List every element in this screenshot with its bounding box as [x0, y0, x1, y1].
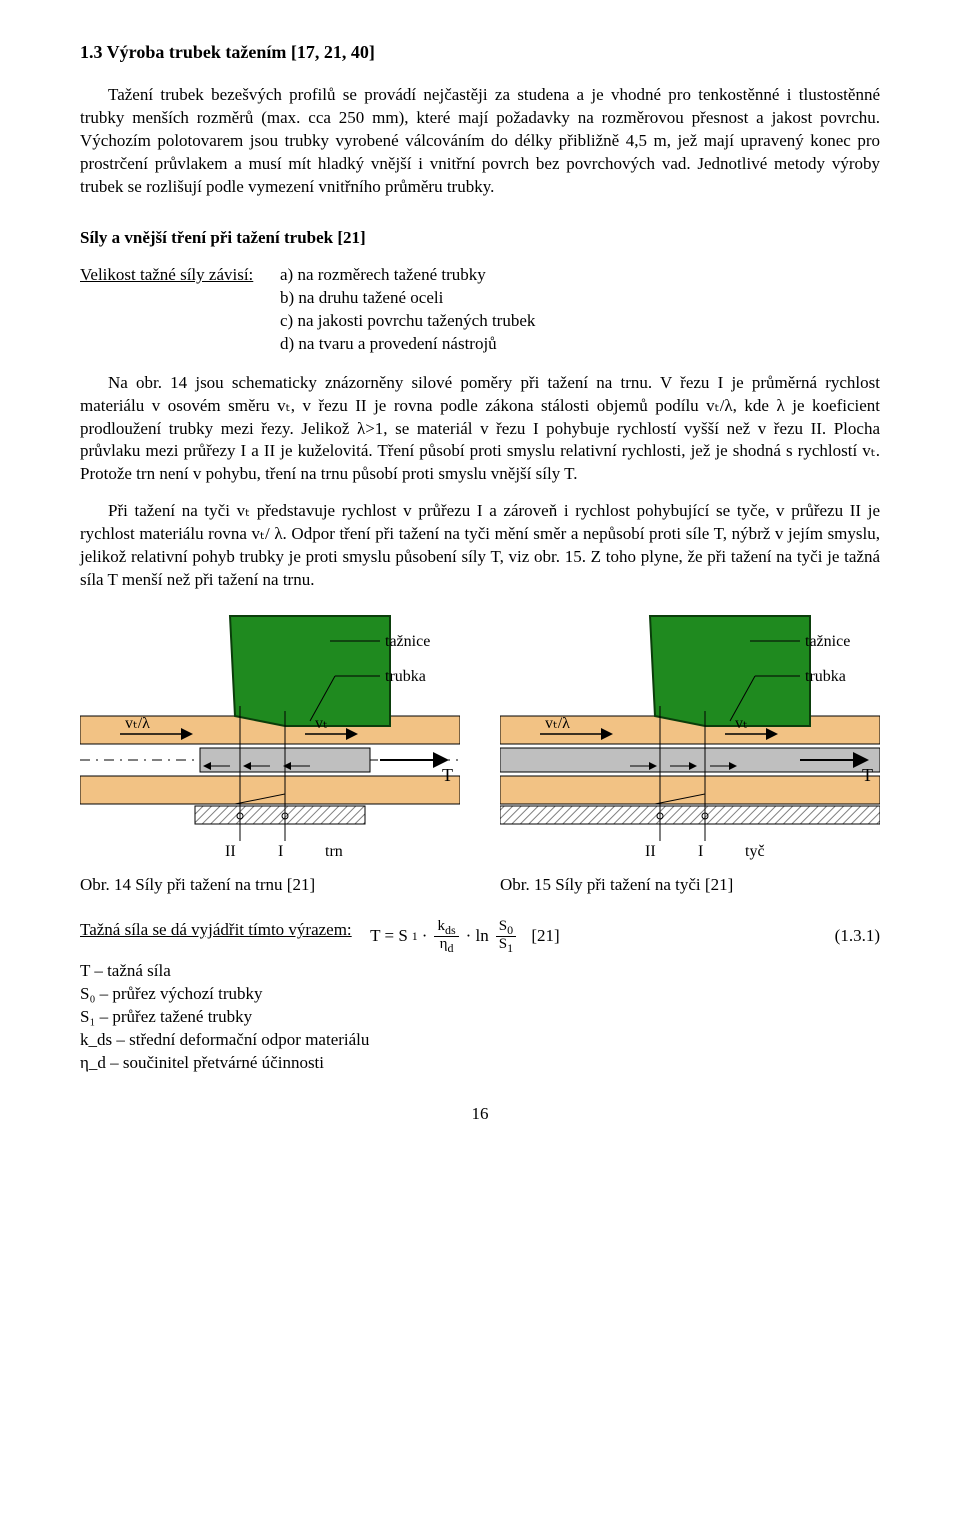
list-item: d) na tvaru a provedení nástrojů	[280, 333, 880, 356]
label-vt: vₜ	[735, 715, 748, 732]
dependency-block: Velikost tažné síly závisí: a) na rozměr…	[80, 264, 880, 356]
label-taznice: tažnice	[805, 633, 850, 650]
formula-frac-S0-S1: S0 S1	[496, 919, 516, 954]
page-number: 16	[80, 1103, 880, 1126]
page: 1.3 Výroba trubek tažením [17, 21, 40] T…	[0, 0, 960, 1166]
label-trubka: trubka	[385, 668, 426, 685]
definition-item: S₀ – průřez výchozí trubky	[80, 983, 880, 1006]
body-paragraph-2: Při tažení na tyči vₜ představuje rychlo…	[80, 500, 880, 592]
formula-ln: · ln	[466, 925, 489, 948]
formula-ref: [21]	[531, 925, 559, 948]
equation-number: (1.3.1)	[835, 925, 880, 948]
label-vt: vₜ	[315, 715, 328, 732]
symbol-definitions: T – tažná síla S₀ – průřez výchozí trubk…	[80, 960, 880, 1075]
forces-subheading: Síly a vnější tření při tažení trubek [2…	[80, 227, 880, 250]
body-paragraph-1: Na obr. 14 jsou schematicky znázorněny s…	[80, 372, 880, 487]
figure-15-svg: tažnice trubka vₜ/λ vₜ T II I tyč	[500, 606, 880, 866]
label-vt-lambda: vₜ/λ	[125, 715, 150, 732]
label-trn: trn	[325, 843, 343, 860]
label-II: II	[225, 843, 236, 860]
formula-body: T = S1 · kds ηd · ln S0 S1 [21] (1.3.1)	[358, 919, 880, 954]
list-item: a) na rozměrech tažené trubky	[280, 264, 880, 287]
figure-14-caption: Obr. 14 Síly při tažení na trnu [21]	[80, 874, 460, 897]
formula-row: Tažná síla se dá vyjádřit tímto výrazem:…	[80, 919, 880, 954]
formula-dot: ·	[422, 925, 428, 948]
formula-frac-k-eta: kds ηd	[434, 919, 458, 954]
label-vt-lambda: vₜ/λ	[545, 715, 570, 732]
label-T: T	[862, 765, 873, 785]
figure-14-svg: tažnice trubka vₜ/λ vₜ T II I trn	[80, 606, 460, 866]
definition-item: T – tažná síla	[80, 960, 880, 983]
intro-paragraph: Tažení trubek bezešvých profilů se prová…	[80, 84, 880, 199]
definition-item: η_d – součinitel přetvárné účinnosti	[80, 1052, 880, 1075]
figure-14: tažnice trubka vₜ/λ vₜ T II I trn Obr. 1…	[80, 606, 460, 897]
list-item: b) na druhu tažené oceli	[280, 287, 880, 310]
label-I: I	[278, 843, 283, 860]
section-title: 1.3 Výroba trubek tažením [17, 21, 40]	[80, 40, 880, 64]
dependency-list: a) na rozměrech tažené trubky b) na druh…	[280, 264, 880, 356]
label-taznice: tažnice	[385, 633, 430, 650]
figure-15-caption: Obr. 15 Síly při tažení na tyči [21]	[500, 874, 880, 897]
list-item: c) na jakosti povrchu tažených trubek	[280, 310, 880, 333]
figures-row: tažnice trubka vₜ/λ vₜ T II I trn Obr. 1…	[80, 606, 880, 897]
formula-T: T = S	[370, 925, 408, 948]
label-I: I	[698, 843, 703, 860]
dependency-label: Velikost tažné síly závisí:	[80, 264, 280, 356]
figure-15: tažnice trubka vₜ/λ vₜ T II I tyč Obr. 1…	[500, 606, 880, 897]
definition-item: S₁ – průřez tažené trubky	[80, 1006, 880, 1029]
label-trubka: trubka	[805, 668, 846, 685]
label-T: T	[442, 765, 453, 785]
label-tyc: tyč	[745, 843, 765, 860]
formula-sub-1: 1	[412, 928, 418, 944]
label-II: II	[645, 843, 656, 860]
formula-lead: Tažná síla se dá vyjádřit tímto výrazem:	[80, 919, 352, 942]
definition-item: k_ds – střední deformační odpor materiál…	[80, 1029, 880, 1052]
